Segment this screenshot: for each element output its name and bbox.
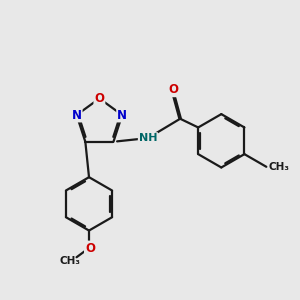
Text: N: N (72, 109, 82, 122)
Text: CH₃: CH₃ (268, 162, 290, 172)
Text: O: O (94, 92, 104, 105)
Text: CH₃: CH₃ (59, 256, 80, 266)
Text: O: O (168, 83, 178, 96)
Text: O: O (85, 242, 95, 254)
Text: NH: NH (139, 133, 157, 143)
Text: N: N (117, 109, 127, 122)
